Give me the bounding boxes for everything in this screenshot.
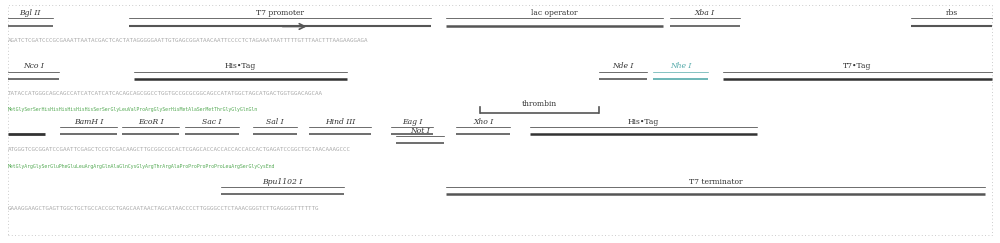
- Text: Sal I: Sal I: [266, 118, 284, 126]
- Text: BamH I: BamH I: [74, 118, 103, 126]
- Text: Nde I: Nde I: [612, 62, 633, 70]
- Text: Nco I: Nco I: [23, 62, 44, 70]
- Text: MetGlySerSerHisHisHisHisHisHisSerSerGlyLeuValProArgGlySerHisMetAlaSerMetThrGlyGl: MetGlySerSerHisHisHisHisHisHisSerSerGlyL…: [8, 107, 258, 113]
- Text: thrombin: thrombin: [522, 100, 557, 108]
- Text: Eag I: Eag I: [402, 118, 422, 126]
- Text: Nhe I: Nhe I: [670, 62, 691, 70]
- Text: AGATCTCGATCCCGCGAAATTAATACGACTCACTATAGGGGGAATTGTGAGCGGATAACAATTCCCCTCTAGAAATAATT: AGATCTCGATCCCGCGAAATTAATACGACTCACTATAGGG…: [8, 38, 368, 43]
- Text: T7 terminator: T7 terminator: [689, 178, 742, 186]
- Text: rbs: rbs: [945, 9, 958, 17]
- Text: MetGlyArgGlySerGluPheGluLeuArgArgGlnAlaGlnCysGlyArgThrArgAlaProProProProProLeuAr: MetGlyArgGlySerGluPheGluLeuArgArgGlnAlaG…: [8, 164, 275, 168]
- Text: His•Tag: His•Tag: [224, 62, 256, 70]
- Text: His•Tag: His•Tag: [628, 118, 659, 126]
- Text: Bpu1102 I: Bpu1102 I: [262, 178, 302, 186]
- Text: Xba I: Xba I: [695, 9, 715, 17]
- Text: GAAAGGAAGCTGAGTTGGCTGCTGCCACCGCTGAGCAATAACTAGCATAACCCCTTGGGGCCTCTAAACGGGTCTTGAGG: GAAAGGAAGCTGAGTTGGCTGCTGCCACCGCTGAGCAATA…: [8, 206, 319, 211]
- Text: Not I: Not I: [410, 127, 430, 135]
- Text: T7 promoter: T7 promoter: [256, 9, 304, 17]
- Text: TATACCATGGGCAGCAGCCATCATCATCATCACAGCAGCGGCCTGGTGCCGCGCGGCAGCCATATGGCTAGCATGACTGG: TATACCATGGGCAGCAGCCATCATCATCATCACAGCAGCG…: [8, 91, 323, 95]
- Text: T7•Tag: T7•Tag: [843, 62, 872, 70]
- Text: lac operator: lac operator: [531, 9, 578, 17]
- Text: ATGGGTCGCGGATCCGAATTCGAGCTCCGTCGACAAGCTTGCGGCCGCACTCGAGCACCACCACCACCACCACTGAGATC: ATGGGTCGCGGATCCGAATTCGAGCTCCGTCGACAAGCTT…: [8, 147, 351, 152]
- Text: Xho I: Xho I: [473, 118, 493, 126]
- Text: Hind III: Hind III: [325, 118, 355, 126]
- Text: Bgl II: Bgl II: [20, 9, 41, 17]
- Text: EcoR I: EcoR I: [138, 118, 163, 126]
- Text: Sac I: Sac I: [202, 118, 222, 126]
